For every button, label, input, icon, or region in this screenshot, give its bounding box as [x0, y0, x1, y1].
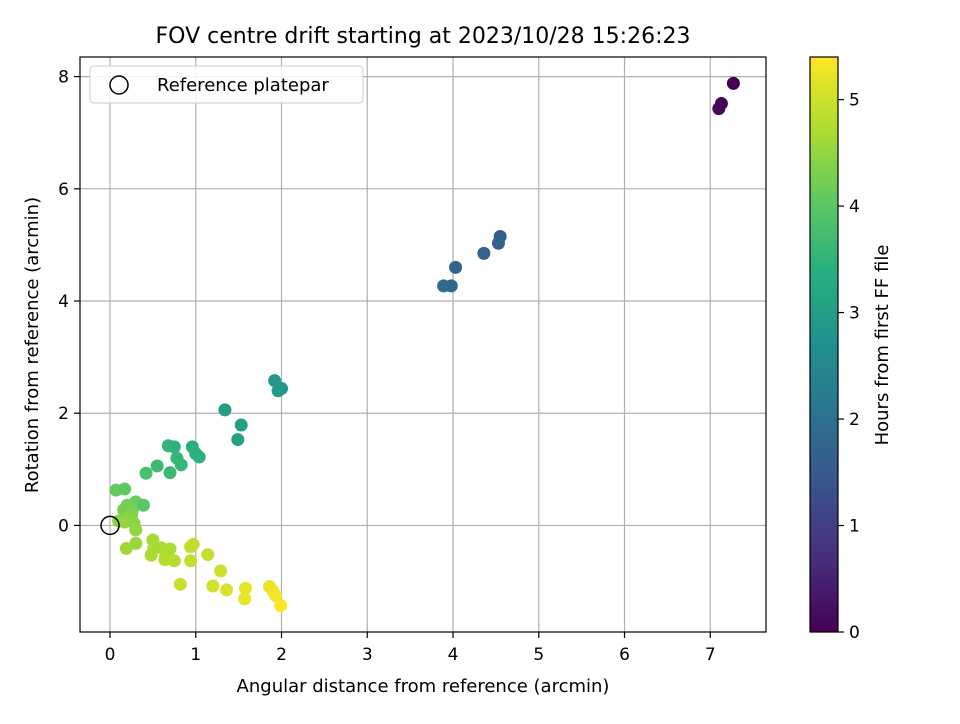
grid-lines	[80, 57, 766, 632]
data-point	[118, 515, 132, 529]
data-point	[163, 466, 177, 480]
data-point	[274, 599, 288, 613]
colorbar-tick-label: 3	[849, 304, 860, 324]
data-point	[167, 554, 181, 568]
x-tick-label: 5	[533, 645, 544, 665]
y-axis-ticks: 0 2 4 6 8	[58, 68, 80, 536]
data-point	[184, 540, 198, 554]
colorbar-ticks: 0 1 2 3 4 5	[838, 91, 860, 643]
data-point	[144, 548, 158, 562]
x-tick-label: 1	[190, 645, 201, 665]
data-point	[238, 592, 252, 606]
axes	[79, 56, 767, 633]
y-tick-label: 6	[58, 180, 69, 200]
data-point	[206, 579, 220, 593]
data-point	[712, 102, 726, 116]
colorbar-tick-label: 0	[849, 623, 860, 643]
legend-box	[89, 65, 364, 104]
data-point	[192, 450, 206, 464]
data-point	[173, 577, 187, 591]
data-point	[150, 459, 164, 473]
data-point	[231, 433, 245, 447]
data-point	[118, 482, 132, 496]
data-point	[238, 581, 252, 595]
data-points	[100, 76, 740, 613]
reference-platepar-marker	[100, 515, 120, 536]
y-tick-label: 0	[58, 516, 69, 536]
x-tick-label: 0	[105, 645, 116, 665]
data-point	[269, 589, 283, 603]
x-axis-label: Angular distance from reference (arcmin)	[237, 676, 610, 697]
data-point	[726, 76, 740, 90]
colorbar-tick-label: 1	[849, 517, 860, 537]
y-axis-label: Rotation from reference (arcmin)	[22, 197, 43, 493]
data-point	[449, 260, 463, 274]
data-point	[158, 553, 172, 567]
legend-marker-reference	[109, 75, 129, 95]
x-tick-label: 7	[705, 645, 716, 665]
data-point	[491, 236, 505, 250]
colorbar-label: Hours from first FF file	[872, 245, 893, 446]
data-point	[271, 384, 285, 398]
x-tick-label: 6	[619, 645, 630, 665]
y-tick-label: 4	[58, 292, 69, 312]
data-point	[477, 246, 491, 260]
data-point	[201, 548, 215, 562]
data-point	[174, 458, 188, 472]
legend-entry-reference: Reference platepar	[157, 75, 329, 96]
data-point	[437, 279, 451, 293]
y-tick-label: 8	[58, 68, 69, 88]
data-point	[218, 403, 232, 417]
colorbar-tick-label: 4	[849, 197, 860, 217]
legend: Reference platepar	[89, 65, 364, 104]
chart-title: FOV centre drift starting at 2023/10/28 …	[156, 24, 691, 49]
colorbar: 0 1 2 3 4 5 Hours from first FF file	[809, 56, 893, 643]
x-tick-label: 4	[448, 645, 459, 665]
y-tick-label: 2	[58, 404, 69, 424]
x-tick-label: 3	[362, 645, 373, 665]
colorbar-gradient	[809, 56, 839, 633]
data-point	[139, 466, 153, 480]
data-point	[220, 583, 234, 597]
plot-frame	[79, 56, 767, 633]
data-point	[129, 523, 143, 537]
colorbar-tick-label: 2	[849, 410, 860, 430]
data-point	[214, 564, 228, 578]
data-point	[136, 498, 150, 512]
data-point	[167, 440, 181, 454]
x-axis-ticks: 0 1 2 3 4 5 6 7	[105, 632, 716, 665]
data-point	[119, 541, 133, 555]
colorbar-tick-label: 5	[849, 91, 860, 111]
data-point	[184, 554, 198, 568]
data-point	[234, 418, 248, 432]
x-tick-label: 2	[276, 645, 287, 665]
